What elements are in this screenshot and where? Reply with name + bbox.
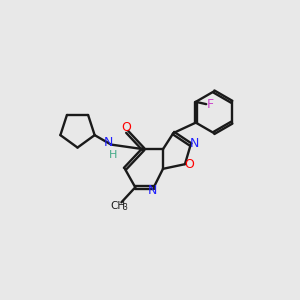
Text: O: O: [121, 121, 131, 134]
Text: N: N: [148, 184, 158, 197]
Text: CH: CH: [111, 201, 126, 211]
Text: N: N: [104, 136, 113, 149]
Text: H: H: [109, 150, 118, 160]
Text: N: N: [190, 137, 200, 150]
Text: O: O: [184, 158, 194, 171]
Text: 3: 3: [122, 203, 127, 212]
Text: F: F: [207, 98, 214, 111]
